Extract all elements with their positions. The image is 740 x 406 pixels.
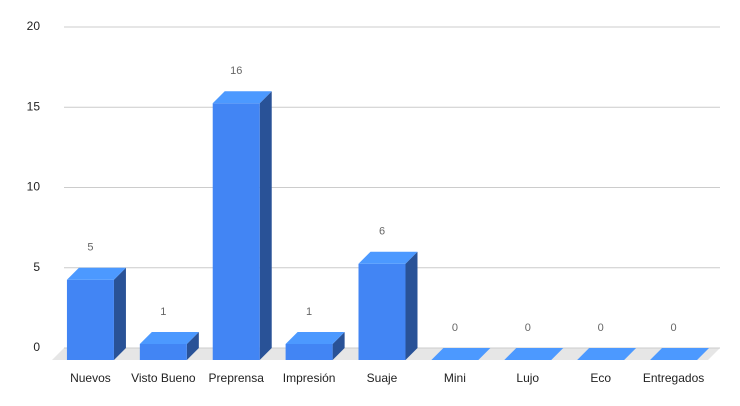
y-tick-label: 10 [27, 180, 41, 194]
x-tick-label: Nuevos [70, 371, 111, 385]
bar-top [212, 91, 272, 104]
value-label: 1 [306, 306, 312, 318]
y-tick-label: 5 [33, 260, 40, 274]
x-tick-label: Preprensa [209, 371, 265, 385]
bar [650, 348, 710, 360]
y-tick-label: 20 [27, 19, 41, 33]
bar-top [358, 251, 418, 264]
bar [577, 348, 637, 360]
value-label: 0 [598, 322, 604, 334]
x-tick-label: Entregados [643, 371, 704, 385]
value-label: 6 [379, 226, 385, 238]
bar-side [113, 267, 126, 360]
x-tick-label: Impresión [283, 371, 336, 385]
value-label: 0 [525, 322, 531, 334]
bar [431, 348, 491, 360]
bar-side [186, 331, 199, 360]
bar [358, 251, 418, 360]
bar-top [504, 348, 564, 360]
bar-side [332, 331, 345, 360]
value-label: 16 [230, 65, 242, 77]
value-label: 5 [87, 242, 93, 254]
bar-front [139, 343, 187, 360]
bar-side [259, 91, 272, 360]
bar-front [358, 263, 406, 360]
bar [285, 331, 345, 360]
x-tick-label: Lujo [516, 371, 539, 385]
value-label: 0 [670, 322, 676, 334]
bar-top [577, 348, 637, 360]
value-label: 0 [452, 322, 458, 334]
bar-front [212, 103, 260, 360]
bar [139, 331, 199, 360]
x-tick-label: Eco [590, 371, 611, 385]
x-tick-label: Suaje [367, 371, 398, 385]
bar-front [285, 343, 333, 360]
bar-top [650, 348, 710, 360]
bar-front [66, 279, 114, 360]
bar [212, 91, 272, 360]
bar [66, 267, 126, 360]
y-tick-label: 15 [27, 99, 41, 113]
bar-top [285, 331, 345, 344]
x-tick-label: Visto Bueno [131, 371, 196, 385]
y-tick-label: 0 [33, 340, 40, 354]
bar-top [139, 331, 199, 344]
bar-side [405, 251, 418, 360]
bar [504, 348, 564, 360]
x-tick-label: Mini [444, 371, 466, 385]
bar-top [431, 348, 491, 360]
bar-top [66, 267, 126, 280]
value-label: 1 [160, 306, 166, 318]
